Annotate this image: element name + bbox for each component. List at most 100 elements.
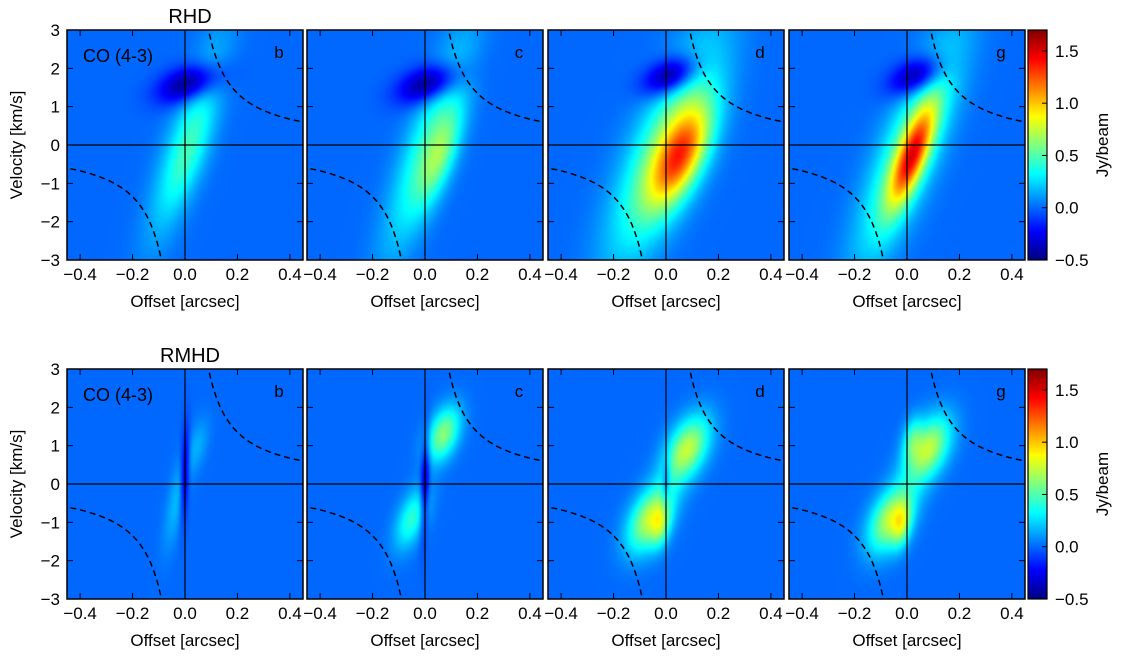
x-tick-label: 0.4 [518,265,542,284]
x-tick-label: 0.0 [895,265,919,284]
x-tick-label: 0.4 [759,604,783,623]
x-tick-label: 0.0 [654,265,678,284]
x-tick-label: −0.4 [303,265,337,284]
x-tick-label: 0.2 [948,604,972,623]
panel-letter: c [515,382,524,401]
x-tick-label: 0.4 [1000,265,1024,284]
panel-letter: d [755,382,764,401]
panel-letter: g [996,382,1005,401]
colorbar-title: Jy/beam [1093,452,1112,516]
keplerian-curve-positive [447,30,542,123]
x-tick-label: −0.2 [356,604,390,623]
x-axis-title: Offset [arcsec] [130,292,239,311]
row-title: RMHD [160,345,220,367]
panel-b [67,369,303,599]
panel-d [548,30,784,260]
colorbar-tick-label: −0.5 [1055,251,1089,270]
x-tick-label: −0.2 [597,265,631,284]
panel-letter: c [515,43,524,62]
species-label: CO (4-3) [83,46,153,66]
keplerian-curve-positive [688,30,783,123]
x-tick-label: 0.2 [226,265,250,284]
x-axis-title: Offset [arcsec] [370,631,479,650]
y-axis-title: Velocity [km/s] [7,430,26,539]
x-tick-label: 0.0 [173,265,197,284]
y-tick-label: −2 [41,213,60,232]
y-tick-label: −2 [41,552,60,571]
x-tick-label: −0.4 [303,604,337,623]
keplerian-curve-positive [207,30,302,123]
y-tick-label: 0 [51,136,60,155]
panel-letter: b [274,43,283,62]
y-tick-label: −1 [41,174,60,193]
colorbar-gradient [1028,30,1047,260]
x-tick-label: 0.2 [466,265,490,284]
x-tick-label: −0.2 [356,265,390,284]
x-tick-label: −0.2 [838,604,872,623]
colorbar-tick-label: 0.0 [1055,199,1079,218]
y-tick-label: −3 [41,251,60,270]
panel-g [789,369,1025,599]
x-axis-title: Offset [arcsec] [611,292,720,311]
panel-b [67,30,303,260]
x-axis-title: Offset [arcsec] [370,292,479,311]
panel-d [548,369,784,599]
y-tick-label: 1 [51,98,60,117]
x-tick-label: −0.2 [597,604,631,623]
keplerian-curve-negative [549,506,644,599]
y-tick-label: 2 [51,398,60,417]
x-tick-label: −0.2 [116,265,150,284]
keplerian-curve-negative [790,167,885,260]
x-tick-label: 0.0 [895,604,919,623]
panel-letter: b [274,382,283,401]
x-axis-title: Offset [arcsec] [611,631,720,650]
x-tick-label: −0.4 [544,265,578,284]
colorbar-gradient [1028,369,1047,599]
colorbar-tick-label: 1.5 [1055,42,1079,61]
colorbar-tick-label: 0.0 [1055,538,1079,557]
x-tick-label: 0.0 [413,604,437,623]
keplerian-curve-negative [549,167,644,260]
x-tick-label: −0.4 [544,604,578,623]
panel-letter: d [755,43,764,62]
x-tick-label: 0.4 [759,265,783,284]
colorbar-tick-label: −0.5 [1055,590,1089,609]
colorbar-title: Jy/beam [1093,113,1112,177]
x-tick-label: −0.4 [63,265,97,284]
keplerian-curve-positive [207,369,302,462]
x-axis-title: Offset [arcsec] [130,631,239,650]
keplerian-curve-positive [447,369,542,462]
x-tick-label: 0.2 [466,604,490,623]
x-tick-label: −0.2 [116,604,150,623]
keplerian-curve-positive [688,369,783,462]
y-tick-label: −1 [41,513,60,532]
keplerian-curve-negative [68,167,163,260]
keplerian-curve-negative [308,506,403,599]
x-tick-label: −0.4 [785,265,819,284]
y-tick-label: 1 [51,437,60,456]
panel-c [307,30,543,260]
keplerian-curve-positive [929,369,1024,462]
colorbar-tick-label: 1.0 [1055,94,1079,113]
colorbar-frame [1027,368,1048,600]
panel-g [789,30,1025,260]
y-tick-label: −3 [41,590,60,609]
x-tick-label: −0.2 [838,265,872,284]
keplerian-curve-positive [929,30,1024,123]
y-tick-label: 3 [51,21,60,40]
panel-letter: g [996,43,1005,62]
x-tick-label: −0.4 [785,604,819,623]
colorbar-tick-label: 1.5 [1055,381,1079,400]
colorbar-tick-label: 1.0 [1055,433,1079,452]
colorbar-tick-label: 0.5 [1055,485,1079,504]
row-title: RHD [168,6,211,28]
x-tick-label: 0.2 [226,604,250,623]
keplerian-curve-negative [790,506,885,599]
keplerian-curve-negative [308,167,403,260]
y-tick-label: 2 [51,59,60,78]
x-tick-label: 0.4 [1000,604,1024,623]
x-tick-label: 0.4 [518,604,542,623]
colorbar-tick-label: 0.5 [1055,146,1079,165]
